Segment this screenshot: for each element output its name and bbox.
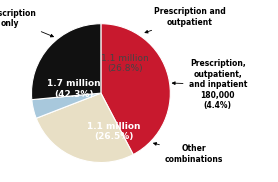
Text: Prescription and
outpatient: Prescription and outpatient <box>145 7 226 33</box>
Text: 1.7 million
(42.3%): 1.7 million (42.3%) <box>47 79 101 99</box>
Text: Other
combinations: Other combinations <box>153 143 223 164</box>
Wedge shape <box>36 93 133 163</box>
Text: 1.1 million
(26.5%): 1.1 million (26.5%) <box>87 122 140 141</box>
Wedge shape <box>101 24 170 155</box>
Wedge shape <box>31 24 101 100</box>
Text: Prescription
only: Prescription only <box>0 9 53 37</box>
Text: Prescription,
outpatient,
and inpatient
180,000
(4.4%): Prescription, outpatient, and inpatient … <box>172 59 247 110</box>
Text: 1.1 million
(26.8%): 1.1 million (26.8%) <box>101 54 148 73</box>
Wedge shape <box>32 93 101 118</box>
